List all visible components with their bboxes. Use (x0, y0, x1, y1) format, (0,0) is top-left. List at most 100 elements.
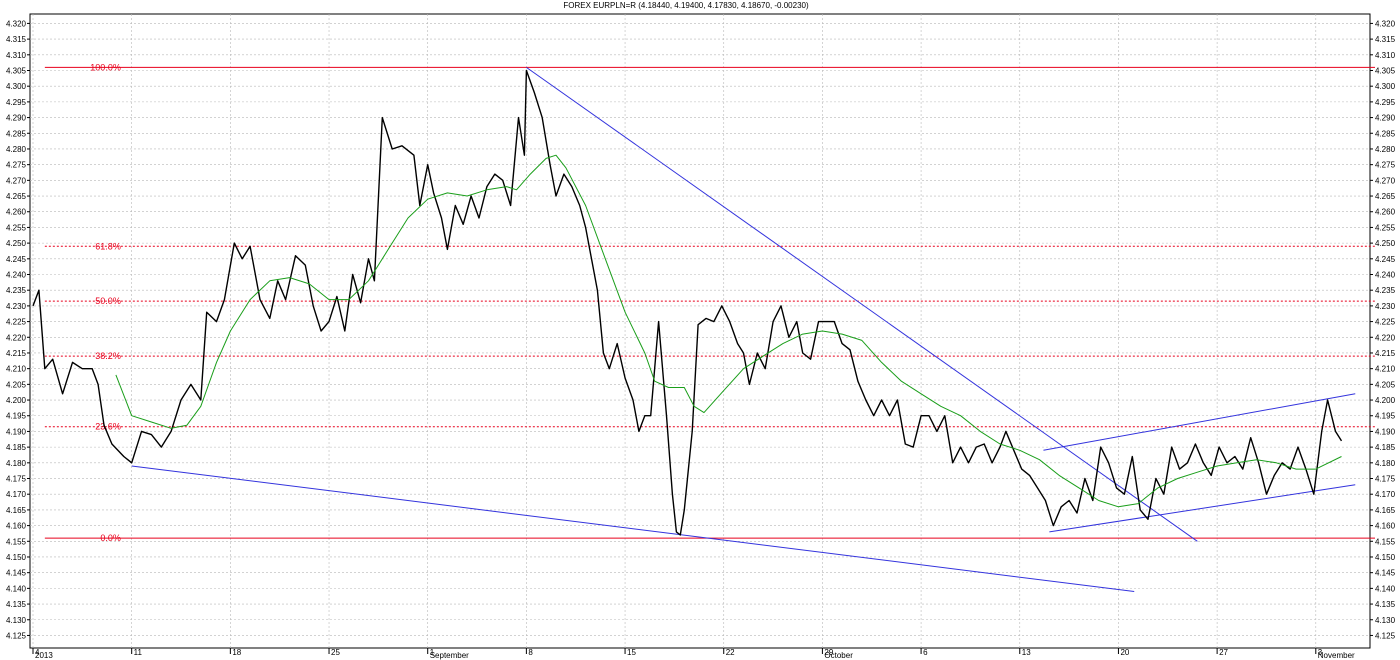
y-tick-label-right: 4.215 (1375, 349, 1396, 358)
y-tick-label-right: 4.320 (1375, 19, 1396, 28)
y-tick-label-right: 4.250 (1375, 239, 1396, 248)
y-tick-label-right: 4.240 (1375, 271, 1396, 280)
chart-title: FOREX EURPLN=R (4.18440, 4.19400, 4.1783… (563, 1, 809, 10)
fib-level-label: 61.8% (95, 241, 121, 251)
y-tick-label-left: 4.175 (6, 475, 27, 484)
plot-frame (29, 13, 1371, 649)
y-tick-label-right: 4.195 (1375, 412, 1396, 421)
y-tick-label-left: 4.195 (6, 412, 27, 421)
y-tick-label-right: 4.190 (1375, 427, 1396, 436)
series (32, 69, 1343, 536)
x-tick-label: 4 (35, 648, 40, 657)
y-tick-label-left: 4.210 (6, 365, 27, 374)
y-axis-left: 4.125 4.130 4.135 4.140 4.145 4.150 4.155 4.160… (6, 19, 30, 640)
fib-level-label: 50.0% (95, 296, 121, 306)
y-tick-label-left: 4.245 (6, 255, 27, 264)
y-tick-label-left: 4.150 (6, 553, 27, 562)
y-tick-label-left: 4.135 (6, 600, 27, 609)
x-period-label: 2013 (35, 651, 53, 660)
y-tick-label-right: 4.145 (1375, 569, 1396, 578)
y-tick-label-right: 4.225 (1375, 318, 1396, 327)
y-tick-label-left: 4.230 (6, 302, 27, 311)
y-tick-label-right: 4.255 (1375, 223, 1396, 232)
y-tick-label-left: 4.300 (6, 82, 27, 91)
y-tick-label-right: 4.125 (1375, 631, 1396, 640)
y-tick-label-right: 4.180 (1375, 459, 1396, 468)
x-period-label: October (824, 651, 853, 660)
y-tick-label-right: 4.140 (1375, 584, 1396, 593)
y-tick-label-left: 4.285 (6, 129, 27, 138)
trend-line (131, 465, 1135, 593)
y-tick-label-right: 4.200 (1375, 396, 1396, 405)
fib-level-label: 38.2% (95, 351, 121, 361)
y-tick-label-right: 4.150 (1375, 553, 1396, 562)
x-tick-label: 1 (430, 648, 435, 657)
x-tick-label: 11 (134, 648, 143, 657)
y-tick-label-left: 4.295 (6, 98, 27, 107)
y-tick-label-right: 4.275 (1375, 161, 1396, 170)
y-tick-label-right: 4.155 (1375, 537, 1396, 546)
y-tick-label-left: 4.290 (6, 114, 27, 123)
x-tick-label: 20 (1120, 648, 1129, 657)
y-tick-label-left: 4.130 (6, 616, 27, 625)
x-tick-label: 15 (627, 648, 636, 657)
y-tick-label-right: 4.315 (1375, 35, 1396, 44)
y-tick-label-right: 4.135 (1375, 600, 1396, 609)
y-tick-label-right: 4.310 (1375, 51, 1396, 60)
y-tick-label-left: 4.265 (6, 192, 27, 201)
y-axis-right: 4.125 4.130 4.135 4.140 4.145 4.150 4.155 4.160… (1370, 19, 1396, 640)
y-tick-label-left: 4.170 (6, 490, 27, 499)
y-tick-label-right: 4.265 (1375, 192, 1396, 201)
y-tick-label-right: 4.280 (1375, 145, 1396, 154)
y-tick-label-right: 4.235 (1375, 286, 1396, 295)
trend-line (1043, 393, 1356, 451)
y-tick-label-left: 4.205 (6, 380, 27, 389)
y-tick-label-right: 4.220 (1375, 333, 1396, 342)
y-tick-label-left: 4.165 (6, 506, 27, 515)
x-tick-label: 13 (1022, 648, 1031, 657)
y-tick-label-right: 4.300 (1375, 82, 1396, 91)
y-tick-label-left: 4.160 (6, 522, 27, 531)
y-tick-label-right: 4.175 (1375, 475, 1396, 484)
y-tick-label-left: 4.125 (6, 631, 27, 640)
y-tick-label-right: 4.170 (1375, 490, 1396, 499)
y-tick-label-left: 4.145 (6, 569, 27, 578)
y-tick-label-left: 4.220 (6, 333, 27, 342)
y-tick-label-right: 4.160 (1375, 522, 1396, 531)
y-tick-label-right: 4.165 (1375, 506, 1396, 515)
price-line (32, 69, 1343, 536)
x-period-label: September (430, 651, 469, 660)
y-tick-label-left: 4.140 (6, 584, 27, 593)
x-tick-label: 6 (923, 648, 928, 657)
y-tick-label-left: 4.255 (6, 223, 27, 232)
y-tick-label-left: 4.225 (6, 318, 27, 327)
fib-level-label: 0.0% (100, 533, 121, 543)
y-tick-label-right: 4.230 (1375, 302, 1396, 311)
x-tick-label: 8 (528, 648, 533, 657)
y-tick-label-left: 4.260 (6, 208, 27, 217)
grid (30, 14, 1370, 648)
y-tick-label-left: 4.310 (6, 51, 27, 60)
y-tick-label-left: 4.320 (6, 19, 27, 28)
x-tick-label: 18 (232, 648, 241, 657)
fibonacci-levels: 100.0% 61.8% 50.0% 38.2% 23.6% 0.0% (44, 62, 1375, 543)
y-tick-label-left: 4.215 (6, 349, 27, 358)
y-tick-label-left: 4.240 (6, 271, 27, 280)
y-tick-label-right: 4.130 (1375, 616, 1396, 625)
y-tick-label-left: 4.190 (6, 427, 27, 436)
x-tick-label: 27 (1219, 648, 1228, 657)
y-tick-label-left: 4.275 (6, 161, 27, 170)
y-tick-label-right: 4.295 (1375, 98, 1396, 107)
y-tick-label-right: 4.290 (1375, 114, 1396, 123)
y-tick-label-right: 4.260 (1375, 208, 1396, 217)
y-tick-label-left: 4.280 (6, 145, 27, 154)
fib-level-label: 23.6% (95, 422, 121, 432)
y-tick-label-right: 4.270 (1375, 176, 1396, 185)
moving-average-line (115, 154, 1342, 508)
y-tick-label-left: 4.270 (6, 176, 27, 185)
x-period-label: November (1318, 651, 1355, 660)
y-tick-label-left: 4.155 (6, 537, 27, 546)
y-tick-label-right: 4.205 (1375, 380, 1396, 389)
